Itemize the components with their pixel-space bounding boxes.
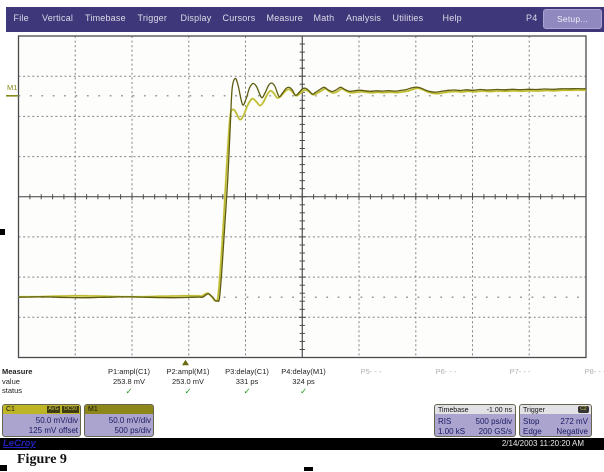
svg-text:M1: M1 xyxy=(7,83,17,92)
